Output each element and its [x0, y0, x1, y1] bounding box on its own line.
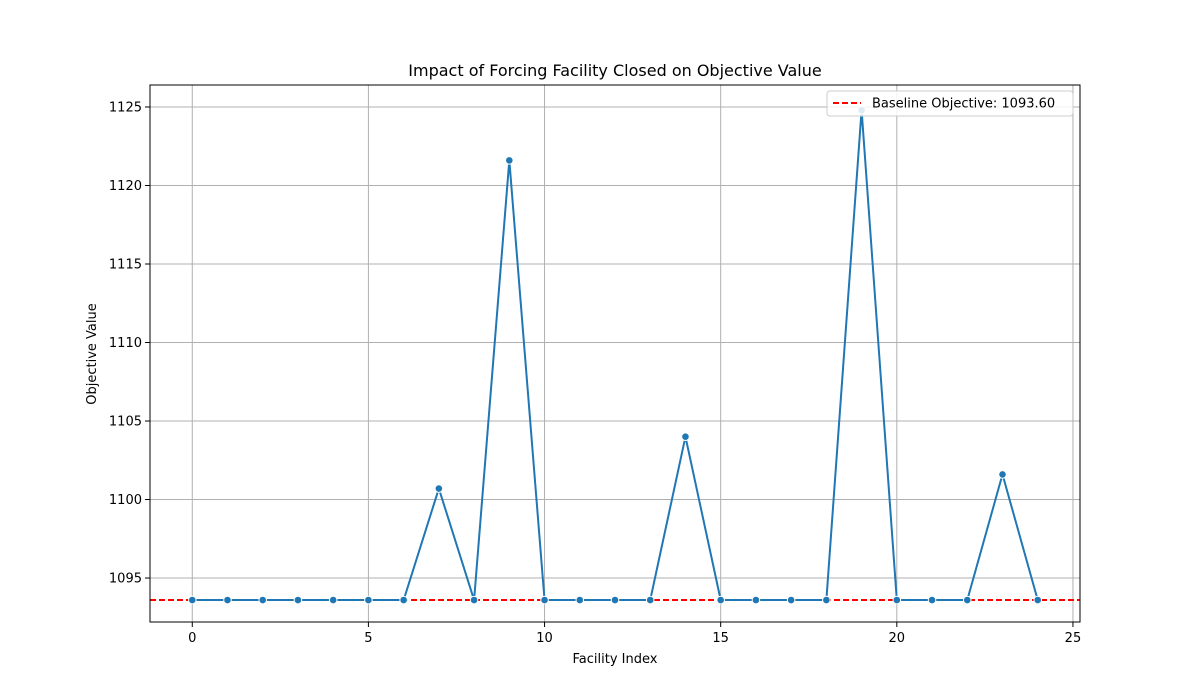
legend-box [826, 90, 1074, 117]
legend: Baseline Objective: 1093.60 [826, 90, 1074, 117]
x-tick-label: 15 [712, 631, 729, 646]
data-point [505, 156, 514, 165]
chart-title: Impact of Forcing Facility Closed on Obj… [408, 61, 821, 80]
y-tick-label: 1125 [109, 100, 142, 115]
data-point [962, 595, 972, 605]
y-tick-label: 1095 [109, 572, 142, 587]
data-point [610, 595, 620, 605]
legend-label-baseline: Baseline Objective: 1093.60 [872, 97, 1055, 112]
y-tick-label: 1110 [109, 336, 142, 351]
data-point [751, 595, 761, 605]
data-point [681, 432, 690, 442]
data-point [364, 595, 373, 605]
x-tick-label: 20 [889, 631, 906, 646]
data-point [927, 595, 937, 605]
data-point [223, 595, 232, 605]
y-tick-label: 1100 [109, 493, 142, 508]
data-point [399, 595, 408, 605]
x-tick-label: 0 [188, 631, 196, 646]
data-point [575, 595, 585, 605]
series-layer [187, 105, 1043, 605]
data-point [540, 595, 549, 605]
data-point [892, 595, 902, 605]
x-axis: 0 5 10 15 20 25 [188, 622, 1081, 646]
series-line [192, 109, 1039, 602]
grid [150, 85, 1080, 622]
data-point [998, 470, 1007, 479]
data-point [469, 595, 479, 605]
x-tick-label: 5 [364, 631, 372, 646]
data-point [716, 595, 725, 605]
plot-frame [149, 84, 1081, 623]
data-point [187, 595, 197, 605]
x-axis-label: Facility Index [573, 652, 658, 667]
y-tick-label: 1115 [109, 258, 142, 273]
y-axis-label: Objective Value [85, 303, 100, 404]
y-axis: 1095 1100 1105 1110 1115 1120 1125 [109, 100, 150, 587]
x-tick-label: 10 [536, 631, 553, 646]
data-point [645, 595, 655, 605]
x-tick-label: 25 [1065, 631, 1082, 646]
data-point [293, 595, 303, 605]
data-point [786, 595, 796, 605]
data-point [822, 595, 831, 605]
y-tick-label: 1105 [109, 415, 142, 430]
y-tick-label: 1120 [109, 179, 142, 194]
data-point [434, 484, 444, 493]
data-point [1033, 595, 1043, 605]
data-point [328, 595, 338, 605]
data-point [258, 595, 268, 605]
